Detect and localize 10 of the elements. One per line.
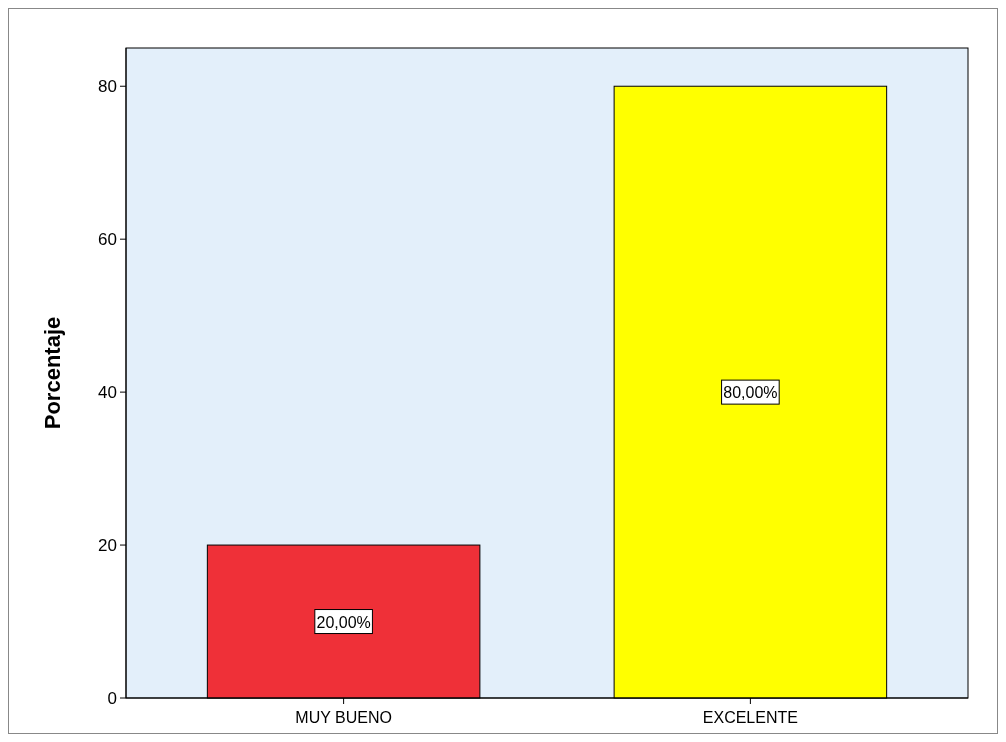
- y-tick-label: 40: [98, 383, 117, 403]
- data-label: 80,00%: [723, 384, 778, 402]
- y-tick-label: 20: [98, 536, 117, 556]
- y-tick-label: 60: [98, 230, 117, 250]
- x-tick-label: EXCELENTE: [702, 709, 798, 726]
- x-tick-label: MUY BUENO: [295, 709, 392, 726]
- y-axis-title: Porcentaje: [40, 316, 65, 430]
- y-tick-label: 80: [98, 77, 117, 97]
- y-tick-label: 0: [107, 689, 117, 708]
- data-label: 20,00%: [316, 613, 371, 631]
